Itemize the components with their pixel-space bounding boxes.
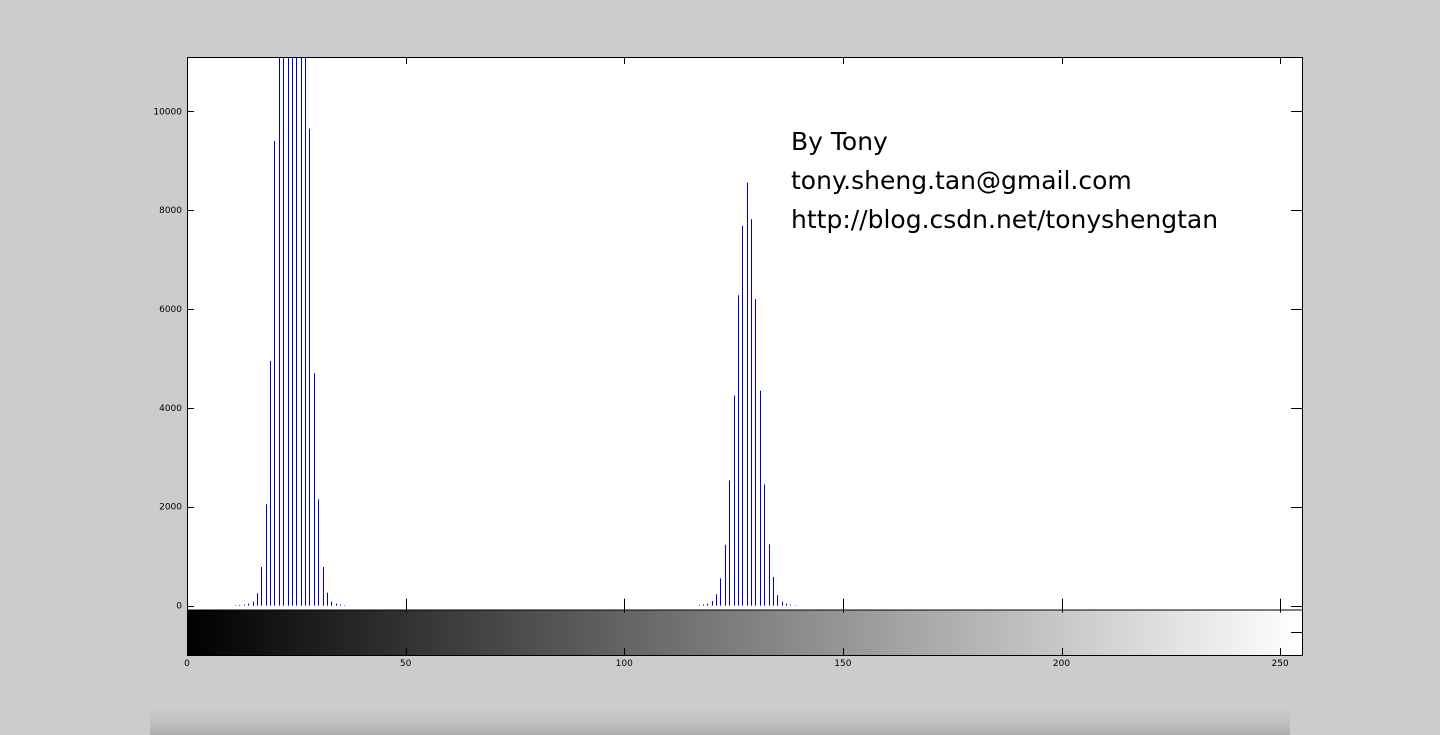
plot-area — [187, 57, 1302, 655]
annotation-url: http://blog.csdn.net/tonyshengtan — [791, 205, 1218, 234]
y-tick-labels: 0 2000 4000 6000 8000 10000 — [153, 107, 182, 611]
figure-shadow — [150, 705, 1290, 735]
x-tick-label: 200 — [1053, 659, 1070, 669]
x-tick-labels: 0 50 100 150 200 250 — [184, 659, 1289, 669]
axes-box — [187, 57, 1303, 656]
x-tick-label: 0 — [184, 659, 190, 669]
y-tick-label: 4000 — [159, 404, 182, 414]
annotation-email: tony.sheng.tan@gmail.com — [791, 166, 1132, 195]
y-tick-label: 10000 — [153, 107, 182, 117]
y-tick-label: 8000 — [159, 206, 182, 216]
y-tick-label: 0 — [176, 602, 182, 612]
x-tick-label: 50 — [400, 659, 412, 669]
grayscale-colorbar — [187, 610, 1302, 655]
annotation-author: By Tony — [791, 127, 888, 156]
x-tick-label: 100 — [616, 659, 633, 669]
y-tick-label: 6000 — [159, 305, 182, 315]
x-tick-label: 150 — [834, 659, 851, 669]
histogram-stems — [235, 57, 796, 606]
x-tick-label: 250 — [1272, 659, 1289, 669]
y-tick-label: 2000 — [159, 503, 182, 513]
